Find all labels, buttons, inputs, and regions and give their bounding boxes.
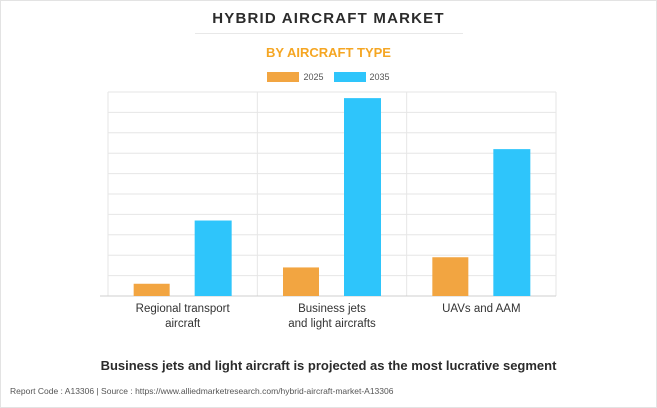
- bar-chart: Regional transport aircraft Business jets a…: [100, 91, 557, 330]
- bar-2025-3: [432, 257, 469, 296]
- report-source: Report Code : A13306 | Source : https://…: [10, 386, 394, 396]
- legend: 2025 2035: [0, 72, 657, 82]
- chart-footnote: Business jets and light aircraft is proj…: [100, 358, 557, 373]
- title-divider: [195, 33, 463, 34]
- legend-item-2035: 2035: [333, 72, 390, 82]
- chart-title: HYBRID AIRCRAFT MARKET: [212, 10, 445, 27]
- x-tick-label: and light aircrafts: [288, 318, 376, 330]
- bar-2025-2: [283, 267, 319, 296]
- legend-label-2035: 2035: [369, 72, 390, 82]
- bar-2035-3: [493, 149, 531, 296]
- bar-2035-1: [194, 220, 232, 296]
- x-tick-label: UAVs and AAM: [442, 303, 520, 315]
- bar-2035-2: [344, 98, 381, 297]
- chart-subtitle: BY AIRCRAFT TYPE: [266, 45, 391, 60]
- bar-2025-1: [133, 283, 170, 296]
- x-tick-label: Business jets: [298, 303, 366, 315]
- x-tick-label: Regional transport: [136, 303, 231, 315]
- x-tick-label: aircraft: [165, 318, 201, 330]
- legend-item-2025: 2025: [267, 72, 324, 82]
- legend-swatch-2035: [333, 72, 366, 82]
- legend-label-2025: 2025: [303, 72, 324, 82]
- legend-swatch-2025: [267, 72, 300, 82]
